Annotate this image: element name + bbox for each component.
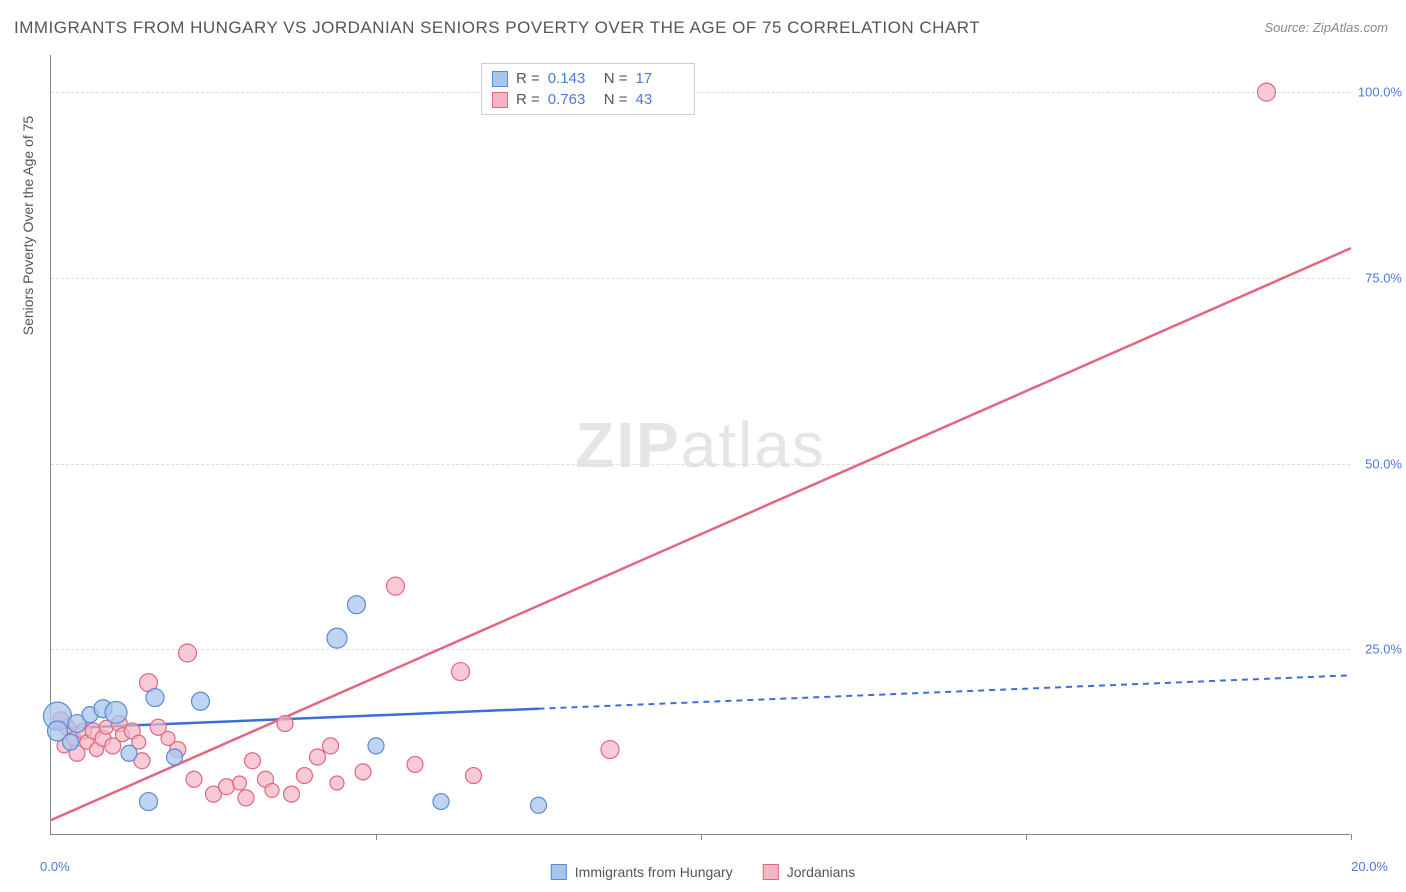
scatter-point [310,749,326,765]
scatter-point [179,644,197,662]
scatter-point [466,768,482,784]
scatter-point [1258,83,1276,101]
stats-row-0: R = 0.143 N = 17 [492,68,684,89]
regression-line-dashed-0 [539,675,1352,708]
scatter-point [121,745,137,761]
scatter-point [105,701,127,723]
x-axis-max-label: 20.0% [1351,859,1388,874]
scatter-point [265,783,279,797]
scatter-point [146,689,164,707]
bottom-legend: Immigrants from Hungary Jordanians [551,864,855,880]
legend-label-0: Immigrants from Hungary [575,864,733,880]
scatter-point [63,734,79,750]
legend-swatch-1 [763,864,779,880]
ytick-label: 75.0% [1352,270,1402,285]
stats-n-label-0: N = [604,70,628,87]
ytick-label: 100.0% [1352,85,1402,100]
x-axis-min-label: 0.0% [40,859,70,874]
scatter-point [330,776,344,790]
scatter-point [297,768,313,784]
xtick [701,834,702,840]
scatter-point [387,577,405,595]
scatter-point [368,738,384,754]
plot-svg [51,55,1350,834]
chart-container: IMMIGRANTS FROM HUNGARY VS JORDANIAN SEN… [0,0,1406,892]
scatter-point [433,794,449,810]
stats-legend-box: R = 0.143 N = 17 R = 0.763 N = 43 [481,63,695,115]
scatter-point [531,797,547,813]
scatter-point [140,793,158,811]
scatter-point [327,628,347,648]
stats-r-value-1: 0.763 [548,91,596,108]
ytick-label: 50.0% [1352,456,1402,471]
regression-line-1 [51,248,1351,820]
scatter-point [192,692,210,710]
xtick [376,834,377,840]
scatter-point [348,596,366,614]
stats-r-label-1: R = [516,91,540,108]
stats-row-1: R = 0.763 N = 43 [492,89,684,110]
scatter-point [355,764,371,780]
scatter-point [407,756,423,772]
stats-swatch-0 [492,71,508,87]
stats-swatch-1 [492,92,508,108]
scatter-point [233,776,247,790]
scatter-point [277,716,293,732]
stats-n-value-0: 17 [636,70,684,87]
legend-item-0: Immigrants from Hungary [551,864,733,880]
scatter-point [238,790,254,806]
scatter-point [601,741,619,759]
source-attribution: Source: ZipAtlas.com [1264,20,1388,35]
xtick [1026,834,1027,840]
scatter-point [323,738,339,754]
stats-r-label-0: R = [516,70,540,87]
legend-swatch-0 [551,864,567,880]
xtick [1351,834,1352,840]
stats-n-label-1: N = [604,91,628,108]
ytick-label: 25.0% [1352,642,1402,657]
y-axis-label: Seniors Poverty Over the Age of 75 [20,116,36,335]
scatter-point [219,779,235,795]
chart-title: IMMIGRANTS FROM HUNGARY VS JORDANIAN SEN… [14,18,980,38]
legend-item-1: Jordanians [763,864,856,880]
scatter-point [167,749,183,765]
scatter-point [284,786,300,802]
regression-lines-group [51,248,1351,820]
stats-r-value-0: 0.143 [548,70,596,87]
legend-label-1: Jordanians [787,864,856,880]
scatter-point [186,771,202,787]
scatter-point [452,663,470,681]
scatter-point [245,753,261,769]
plot-area: ZIPatlas 25.0%50.0%75.0%100.0% R = 0.143… [50,55,1350,835]
stats-n-value-1: 43 [636,91,684,108]
